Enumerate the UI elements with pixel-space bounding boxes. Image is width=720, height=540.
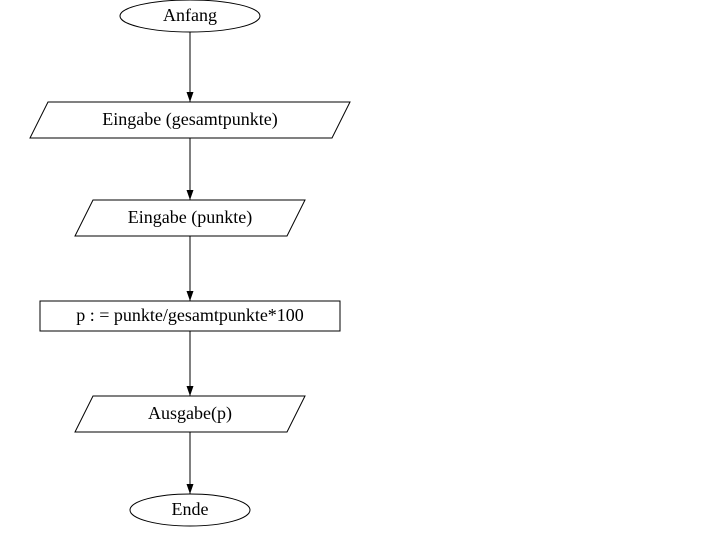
node-input2: Eingabe (punkte)	[75, 200, 305, 236]
arrowhead	[187, 92, 194, 102]
node-input1: Eingabe (gesamtpunkte)	[30, 102, 350, 138]
node-process: p : = punkte/gesamtpunkte*100	[40, 301, 340, 331]
node-start: Anfang	[120, 0, 260, 32]
node-label: Ende	[172, 499, 209, 519]
node-output: Ausgabe(p)	[75, 396, 305, 432]
arrowhead	[187, 386, 194, 396]
node-label: Anfang	[163, 5, 217, 25]
node-end: Ende	[130, 494, 250, 526]
node-label: Ausgabe(p)	[148, 403, 232, 424]
node-label: Eingabe (punkte)	[128, 207, 252, 228]
arrowhead	[187, 190, 194, 200]
flowchart-canvas: Anfang Eingabe (gesamtpunkte) Eingabe (pun…	[0, 0, 720, 540]
node-label: p : = punkte/gesamtpunkte*100	[76, 305, 304, 325]
arrowhead	[187, 291, 194, 301]
node-label: Eingabe (gesamtpunkte)	[102, 109, 277, 130]
arrowhead	[187, 484, 194, 494]
